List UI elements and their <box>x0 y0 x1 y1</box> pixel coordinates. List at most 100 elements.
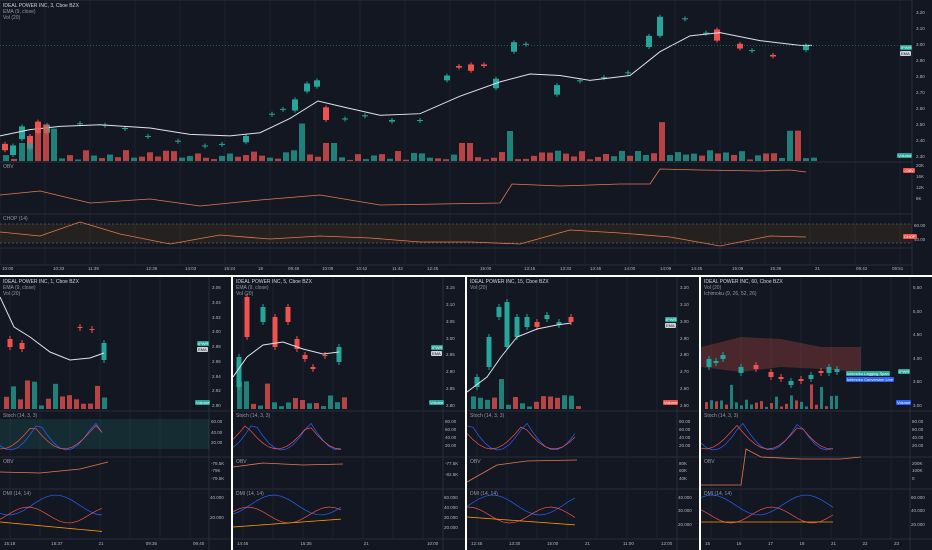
volume-bar <box>691 153 697 161</box>
obv-scale-tick: 200K <box>912 461 923 466</box>
time-axis-tick: 18 <box>799 541 805 546</box>
chart-pane-1min[interactable]: IDEAL POWER INC, 1, Cboe BZX EMA (9, clos… <box>0 277 231 550</box>
candle-body <box>77 123 83 125</box>
volume-bar <box>27 143 33 161</box>
indicator-legend: Vol (20) <box>236 291 254 297</box>
chart-pane-60min[interactable]: IDEAL POWER INC, 60, Cboe BZX Vol (20) Ich… <box>701 277 932 550</box>
chart-pane-15min[interactable]: IDEAL POWER INC, 15, Cboe BZX Vol (20) Sto… <box>467 277 699 550</box>
time-axis-tick: 11:42 <box>392 266 403 271</box>
volume-bar <box>587 159 593 161</box>
time-axis-tick: 10:42 <box>356 266 368 271</box>
price-scale-tick: 3.50 <box>913 379 922 385</box>
volume-bar <box>835 395 838 409</box>
stoch-k-line <box>467 422 576 451</box>
volume-bar <box>258 405 263 409</box>
volume-bar <box>403 159 409 161</box>
volume-bar <box>275 158 281 161</box>
price-scale-tick: 2.40 <box>916 138 925 143</box>
volume-bar <box>765 406 768 409</box>
price-tag: IPWR <box>431 345 444 350</box>
stoch-d-line <box>701 424 834 450</box>
dmi-scale-tick: 20.000 <box>210 515 224 520</box>
main-chart-pane[interactable]: IDEAL POWER INC, 3, Cboe BZX EMA (9, clo… <box>0 0 932 275</box>
volume-bar <box>471 396 476 409</box>
volume-bar <box>779 157 785 161</box>
dmi-plus-line <box>701 494 834 516</box>
volume-bar <box>485 399 490 409</box>
stoch-k-line <box>701 422 834 451</box>
chart-title: IDEAL POWER INC, 1, Cboe BZX <box>3 279 79 285</box>
time-axis-tick: 12:00 <box>661 541 673 546</box>
price-scale-tick: 2.60 <box>680 386 689 392</box>
adx-line <box>467 516 576 526</box>
volume-bar <box>147 152 153 161</box>
volume-bar <box>219 155 225 161</box>
volume-bar <box>576 406 581 409</box>
volume-bar <box>395 151 401 161</box>
chart-pane-5min[interactable]: IDEAL POWER INC, 5, Cboe BZX EMA (9, clos… <box>233 277 465 550</box>
stoch-legend: Stoch (14, 3, 3) <box>3 413 38 419</box>
ema-line <box>233 341 340 378</box>
volume-bar <box>91 155 97 161</box>
indicator-legend: EMA (9, close) <box>236 285 269 291</box>
candle-body <box>808 375 814 379</box>
volume-bar <box>534 401 539 409</box>
candle-body <box>544 315 550 319</box>
volume-bar <box>725 404 728 409</box>
volume-bar <box>342 397 347 409</box>
volume-bar <box>603 153 609 161</box>
candle-body <box>834 369 840 372</box>
candle-body <box>625 72 631 74</box>
main-volume-tag: Volume <box>897 153 913 158</box>
volume-bar <box>11 386 16 409</box>
volume-bar <box>619 150 625 161</box>
price-scale-tick: 3.04 <box>212 299 221 305</box>
volume-bar <box>331 143 337 161</box>
volume-bar <box>347 159 353 161</box>
candle-body <box>714 29 720 41</box>
price-scale-tick: 4.00 <box>913 355 922 361</box>
volume-bar <box>19 143 25 161</box>
candle-body <box>753 365 759 369</box>
candle-body <box>818 371 824 373</box>
main-price-tag: IPWR <box>900 45 913 50</box>
volume-bar <box>785 403 788 409</box>
volume-bar <box>60 396 65 409</box>
candle-body <box>101 343 107 360</box>
volume-bar <box>335 402 340 409</box>
candle-body <box>496 307 502 317</box>
volume-bar <box>810 384 813 409</box>
chart-title: IDEAL POWER INC, 5, Cboe BZX <box>236 279 312 285</box>
volume-bar <box>35 126 41 161</box>
candle-body <box>285 307 291 322</box>
main-chart-canvas[interactable] <box>0 0 932 275</box>
candle-body <box>27 135 33 149</box>
candle-body <box>145 135 151 137</box>
volume-bar <box>775 396 778 409</box>
candle-body <box>778 377 784 379</box>
volume-bar <box>483 159 489 161</box>
price-scale-tick: 2.95 <box>446 352 455 358</box>
volume-bar <box>635 151 641 161</box>
time-axis-tick: 11:39 <box>88 266 99 271</box>
volume-bar <box>548 396 553 409</box>
time-axis-tick: 09:42 <box>856 266 868 271</box>
price-scale-tick: 3.00 <box>446 335 455 341</box>
volume-bar <box>790 395 793 409</box>
time-axis-tick: 10:33 <box>53 266 65 271</box>
price-scale-tick: 2.90 <box>446 369 455 375</box>
price-scale-tick: 3.00 <box>212 329 221 335</box>
dmi-scale-tick: 30.000 <box>678 508 692 514</box>
stoch-scale-tick: 60.00 <box>679 427 691 432</box>
obv-scale-tick: 40K <box>679 475 688 481</box>
price-scale-tick: 2.70 <box>680 369 689 375</box>
price-scale-tick: 2.94 <box>212 373 221 379</box>
volume-bar <box>39 405 44 409</box>
volume-bar <box>300 400 305 409</box>
volume-bar <box>830 395 833 409</box>
time-axis-tick: 18 <box>258 266 264 271</box>
dmi-plus-line <box>233 494 342 516</box>
candle-body <box>803 45 809 51</box>
volume-bar <box>659 122 665 161</box>
dmi-legend: DMI (14, 14) <box>470 491 498 497</box>
